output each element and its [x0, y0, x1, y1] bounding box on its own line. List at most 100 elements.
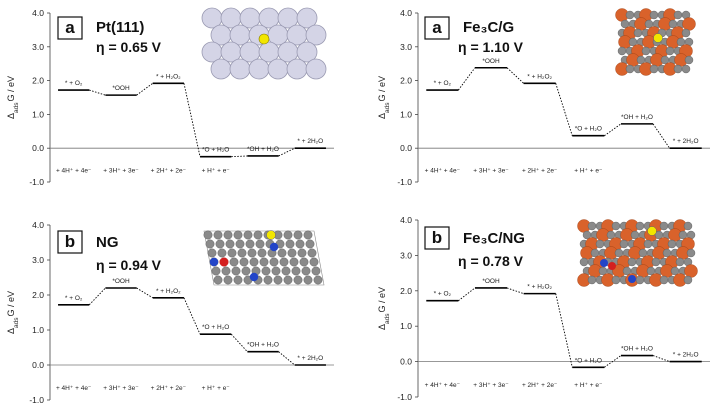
- carbon-atom: [295, 239, 305, 249]
- y-axis-label-delta: Δ: [377, 324, 387, 330]
- carbon-atom: [237, 248, 247, 258]
- level-connector: [136, 82, 153, 96]
- carbon-atom: [659, 275, 669, 285]
- state-label: * + 2H₂O: [673, 352, 699, 359]
- carbon-atom: [283, 275, 293, 285]
- proton-electron-label: + 3H⁺ + 3e⁻: [103, 168, 139, 175]
- carbon-atom: [223, 230, 233, 240]
- pt-atom: [305, 24, 327, 46]
- pt-atom: [286, 58, 308, 80]
- iron-atom: [684, 264, 698, 278]
- carbon-atom: [269, 257, 279, 267]
- fe3c-graphene-icon: [615, 8, 696, 76]
- panel-title: NG: [96, 234, 119, 251]
- carbon-atom: [241, 266, 251, 276]
- panel-title: Fe₃C/G: [463, 19, 514, 36]
- carbon-atom: [263, 275, 273, 285]
- y-axis-label-unit: G / eV: [377, 287, 387, 313]
- proton-electron-label: + 3H⁺ + 3e⁻: [103, 385, 139, 392]
- state-label: *OOH: [112, 278, 130, 285]
- carbon-atom: [684, 55, 694, 65]
- nitrogen-atom: [628, 275, 636, 283]
- level-connector: [555, 83, 573, 136]
- y-axis-label-subscript: ads: [13, 102, 20, 113]
- carbon-atom: [235, 239, 245, 249]
- carbon-atom: [587, 221, 597, 231]
- y-tick-label: -1.0: [397, 177, 412, 187]
- carbon-atom: [665, 46, 675, 56]
- carbon-atom: [293, 230, 303, 240]
- level-connector: [88, 287, 106, 306]
- state-label: *OH + H₂O: [621, 346, 653, 353]
- y-tick-label: 2.0: [32, 76, 44, 86]
- level-connector: [458, 67, 476, 91]
- level-connector: [652, 123, 670, 149]
- panel-title: Fe₃C/NG: [463, 230, 525, 247]
- level-connector: [652, 355, 670, 363]
- overpotential-label: η = 0.78 V: [458, 253, 524, 269]
- carbon-atom: [247, 248, 257, 258]
- state-label: *O + H₂O: [575, 357, 602, 364]
- pt-atom: [305, 58, 327, 80]
- carbon-atom: [223, 275, 233, 285]
- carbon-atom: [297, 248, 307, 258]
- carbon-atom: [233, 230, 243, 240]
- panel-fe3c-ng: 4.0 3.0 2.0 1.0 0.0 -1.0 ΔadsG / eV * + O₂ *OOH *…: [377, 215, 710, 402]
- carbon-atom: [673, 10, 683, 20]
- overpotential-label: η = 0.94 V: [96, 257, 162, 273]
- proton-electron-label: + 3H⁺ + 3e⁻: [473, 382, 509, 389]
- oxygen-atom: [219, 257, 229, 267]
- carbon-atom: [309, 257, 319, 267]
- panel-letter-box: [424, 16, 450, 40]
- carbon-atom: [643, 239, 653, 249]
- pt-atom: [229, 58, 251, 80]
- proton-electron-label: + H⁺ + e⁻: [574, 382, 603, 389]
- state-label: *O + H₂O: [575, 126, 602, 133]
- proton-electron-label: + 3H⁺ + 3e⁻: [473, 168, 509, 175]
- carbon-atom: [293, 275, 303, 285]
- panel-letter: b: [65, 232, 75, 251]
- nitrogen-atom: [209, 257, 219, 267]
- carbon-atom: [635, 221, 645, 231]
- y-tick-label: 0.0: [400, 357, 412, 367]
- panel-letter: a: [65, 18, 75, 37]
- state-label: *OOH: [482, 278, 500, 285]
- carbon-atom: [231, 266, 241, 276]
- state-label: *OOH: [112, 85, 130, 92]
- nitrogen-atom: [600, 259, 608, 267]
- carbon-atom: [249, 257, 259, 267]
- level-connector: [458, 287, 476, 302]
- state-label: * + H₂O₂: [527, 284, 552, 291]
- pt-atom: [248, 58, 270, 80]
- carbon-atom: [627, 257, 637, 267]
- proton-electron-label: + 4H⁺ + 4e⁻: [56, 168, 92, 175]
- carbon-atom: [667, 239, 677, 249]
- carbon-atom: [273, 275, 283, 285]
- carbon-atom: [611, 275, 621, 285]
- carbon-atom: [301, 266, 311, 276]
- y-axis-label-unit: G / eV: [6, 76, 16, 102]
- adsorption-site-atom: [653, 33, 663, 43]
- y-axis-label: ΔadsG / eV: [6, 76, 20, 119]
- carbon-atom: [215, 239, 225, 249]
- carbon-atom: [213, 230, 223, 240]
- carbon-atom: [611, 221, 621, 231]
- carbon-atom: [255, 239, 265, 249]
- y-axis-label: ΔadsG / eV: [377, 287, 391, 330]
- level-connector: [278, 147, 295, 157]
- y-axis-label: ΔadsG / eV: [6, 291, 20, 334]
- carbon-atom: [225, 239, 235, 249]
- proton-electron-label: + H⁺ + e⁻: [202, 385, 231, 392]
- iron-atom: [682, 17, 696, 31]
- carbon-atom: [271, 266, 281, 276]
- state-label: *OH + H₂O: [247, 342, 279, 349]
- carbon-atom: [617, 46, 627, 56]
- proton-electron-label: + 2H⁺ + 2e⁻: [522, 382, 558, 389]
- carbon-atom: [277, 248, 287, 258]
- carbon-atom: [283, 230, 293, 240]
- y-tick-label: 0.0: [32, 360, 44, 370]
- proton-electron-label: + H⁺ + e⁻: [574, 168, 603, 175]
- carbon-atom: [217, 248, 227, 258]
- panel-pt111: 4.0 3.0 2.0 1.0 0.0 -1.0 ΔadsG / eV * + O₂ *OOH *…: [6, 7, 334, 187]
